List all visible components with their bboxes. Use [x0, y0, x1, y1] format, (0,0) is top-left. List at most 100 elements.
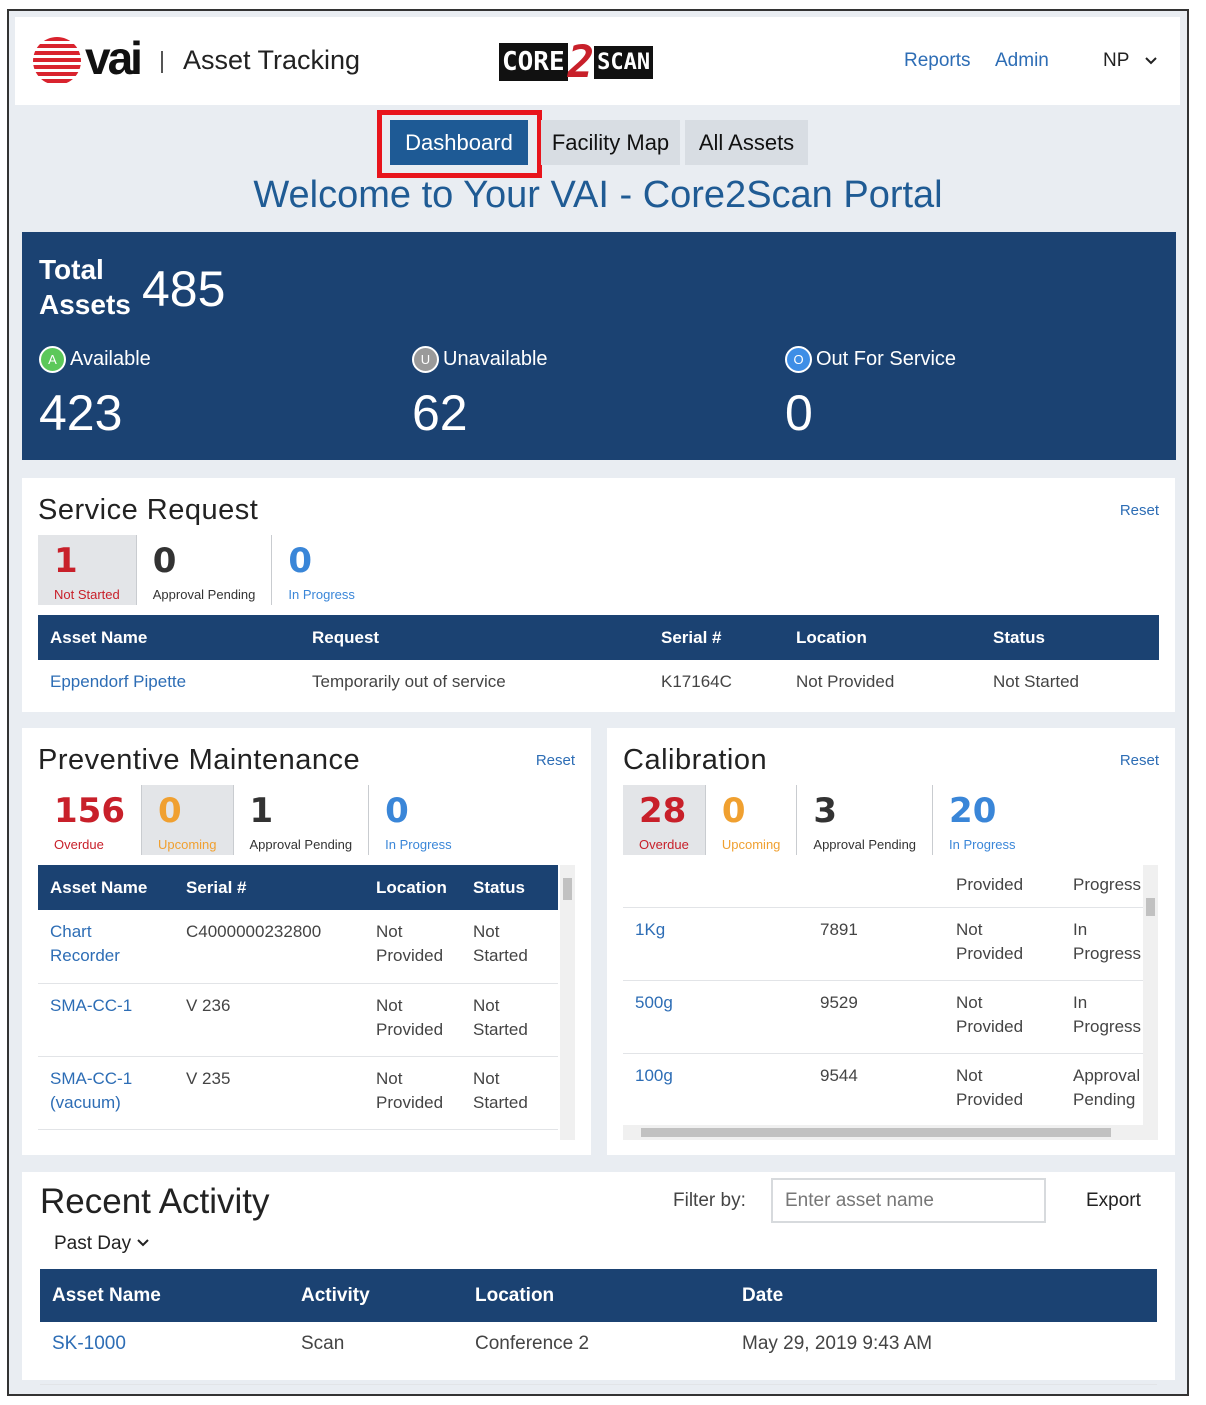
chevron	[1145, 57, 1157, 65]
nav-tab[interactable]: Dashboard	[390, 120, 528, 165]
table-cell: Not Provided	[784, 660, 981, 705]
filter-input[interactable]: Enter asset name	[771, 1178, 1046, 1223]
table-cell: K17164C	[649, 660, 784, 705]
asset-link[interactable]: 500g	[623, 980, 808, 1054]
asset-link[interactable]: SMA-CC-1 (vacuum)	[38, 1056, 174, 1130]
table-cell: Not Provided	[944, 1053, 1061, 1123]
asset-link[interactable]: Eppendorf Pipette	[38, 660, 300, 705]
stat-filter[interactable]: 0 Approval Pending	[137, 535, 273, 605]
table-row: 500g 9529 Not Provided In Progress	[623, 980, 1144, 1054]
stat-label: Upcoming	[157, 837, 217, 852]
stat-value: 156	[54, 791, 125, 831]
asset-link[interactable]: 1Kg	[623, 907, 808, 981]
asset-link[interactable]: SMA-CC-1	[38, 983, 174, 1057]
table-row: SMA-CC-1 V 236 Not Provided Not Started	[38, 983, 558, 1057]
table-cell: Not Started	[461, 983, 558, 1057]
stat-label: In Progress	[385, 837, 452, 852]
vai-logo-mark	[33, 37, 81, 83]
reset-link[interactable]: Reset	[1119, 752, 1159, 769]
user-menu[interactable]: NP	[1103, 50, 1130, 71]
asset-link[interactable]: 100g	[623, 1053, 808, 1123]
scroll-thumb	[563, 878, 572, 900]
table-cell: Not Provided	[944, 980, 1061, 1054]
column-header: Serial #	[649, 615, 784, 660]
export-button[interactable]: Export	[1086, 1190, 1141, 1211]
table-row: Provided Progress	[623, 865, 1144, 908]
status-value: 0	[785, 385, 813, 441]
stat-filter[interactable]: 156 Overdue	[38, 785, 142, 855]
logo-2: 2	[567, 36, 595, 88]
total-value: 485	[142, 261, 226, 317]
stat-filter[interactable]: 0 In Progress	[369, 785, 467, 855]
brand: vai	[85, 32, 143, 84]
table-cell: Not Provided	[364, 983, 461, 1057]
scrollbar	[1143, 865, 1158, 1125]
table-wrap: Provided Progress 1Kg 7891 Not Provided In Pr…	[623, 865, 1144, 1123]
logo-scan: SCAN	[594, 45, 654, 79]
table-cell: 7891	[808, 907, 944, 981]
table-cell: 9529	[808, 980, 944, 1054]
column-header: Status	[461, 865, 558, 910]
table-cell: Not Provided	[364, 910, 461, 984]
logo-core: CORE	[499, 43, 568, 81]
stat-label: Approval Pending	[152, 587, 256, 602]
stat-label: Not Started	[54, 587, 120, 602]
status-value: 423	[39, 385, 123, 441]
table-wrap: Asset Name Serial # Location Status Chart Re…	[38, 865, 558, 1133]
status-label: Unavailable	[443, 348, 548, 370]
reset-link[interactable]: Reset	[535, 752, 575, 769]
column-header: Request	[300, 615, 649, 660]
stat-filter[interactable]: 1 Not Started	[38, 535, 137, 605]
nav-tab[interactable]: All Assets	[685, 120, 808, 165]
stat-value: 1	[249, 791, 274, 831]
highlight-box	[377, 110, 542, 178]
table-cell	[808, 865, 944, 908]
table-cell: Approval Pending	[1061, 1053, 1144, 1123]
nav-link[interactable]: Reports	[904, 50, 971, 71]
header: vai Asset Tracking CORE 2 SCAN Reports A…	[15, 17, 1180, 105]
stat-filter[interactable]: 1 Approval Pending	[234, 785, 370, 855]
table-cell: Not Started	[981, 660, 1159, 705]
period-select[interactable]: Past Day	[54, 1233, 132, 1254]
asset-link[interactable]: Chart Recorder	[38, 910, 174, 984]
nav-link[interactable]: Admin	[995, 50, 1049, 71]
reset-link[interactable]: Reset	[1119, 502, 1159, 519]
stat-filter[interactable]: 28 Overdue	[623, 785, 706, 855]
stat-label: In Progress	[288, 587, 355, 602]
app-name: Asset Tracking	[183, 45, 361, 75]
filter-label: Filter by:	[673, 1190, 746, 1211]
stat-label: Overdue	[639, 837, 689, 852]
section-title: Recent Activity	[40, 1182, 270, 1221]
status-badge: U	[412, 346, 439, 373]
stat-label: Upcoming	[721, 837, 781, 852]
table-wrap: Asset Name Request Serial # Location Status E…	[38, 615, 1159, 705]
table-cell: Not Started	[461, 910, 558, 984]
stat-filter[interactable]: 3 Approval Pending	[797, 785, 934, 855]
nav-tab[interactable]: Facility Map	[541, 120, 680, 165]
stat-filter[interactable]: 0 Upcoming	[141, 785, 234, 855]
status-badge: O	[785, 346, 812, 373]
chevron	[137, 1239, 149, 1247]
data-table: Asset Name Request Serial # Location Status E…	[38, 615, 1159, 705]
stat-group: 156 Overdue 0 Upcoming 1 Approval Pending 0 In …	[38, 785, 468, 855]
asset-link[interactable]: SK-1000	[40, 1322, 289, 1385]
table-cell: In Progress	[1061, 980, 1144, 1054]
asset-link	[623, 865, 808, 908]
stat-label: In Progress	[949, 837, 1016, 852]
header-row: Asset Name Request Serial # Location Status	[38, 615, 1159, 660]
divider	[161, 51, 163, 73]
column-header: Activity	[289, 1269, 463, 1322]
table-cell: 9544	[808, 1053, 944, 1123]
scroll-thumb	[641, 1128, 1111, 1137]
stat-filter[interactable]: 0 Upcoming	[706, 785, 798, 855]
service-request-panel: Service Request Reset 1 Not Started 0 Approva…	[22, 478, 1175, 712]
data-table: Asset Name Activity Location Date SK-1000 Sca…	[40, 1269, 1157, 1385]
status-label: Out For Service	[816, 348, 957, 370]
stat-filter[interactable]: 20 In Progress	[933, 785, 1031, 855]
status-label: Available	[70, 348, 151, 370]
stat-filter[interactable]: 0 In Progress	[272, 535, 370, 605]
section-title: Preventive Maintenance	[38, 744, 361, 776]
column-header: Asset Name	[38, 865, 174, 910]
total-label: Total Assets	[39, 254, 131, 320]
